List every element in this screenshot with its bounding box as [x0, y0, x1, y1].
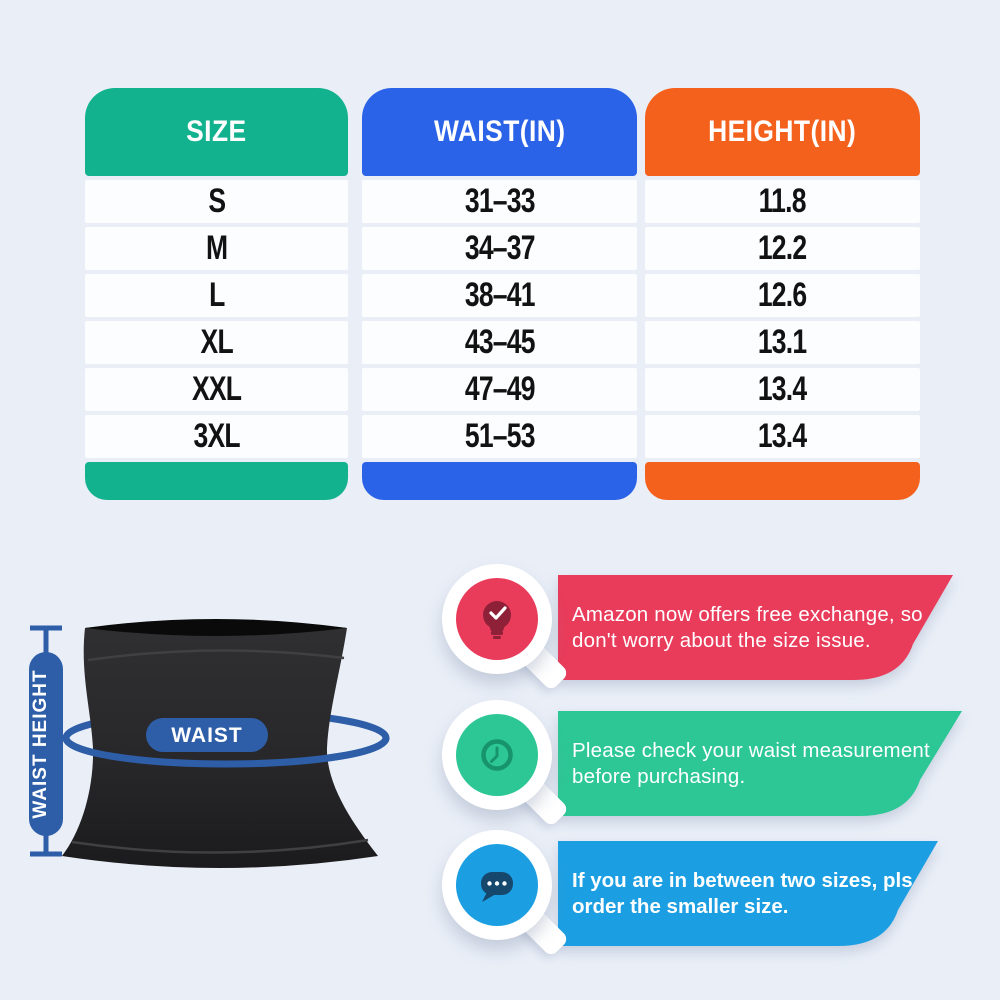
callout-between-sizes: If you are in between two sizes, pls ord…: [440, 826, 975, 958]
badge-inner-circle: [456, 578, 538, 660]
table-cell: S: [85, 180, 348, 223]
badge-inner-circle: [456, 714, 538, 796]
badge-inner-circle: [456, 844, 538, 926]
callout-text: Amazon now offers free exchange, so don'…: [572, 602, 923, 652]
height-column: HEIGHT(IN) 11.8 12.2 12.6 13.1 13.4 13.4: [645, 88, 920, 500]
cell-text: 3XL: [193, 417, 240, 455]
table-cell: 3XL: [85, 415, 348, 458]
callout-free-exchange: Amazon now offers free exchange, so don'…: [440, 560, 975, 692]
column-footer-size: [85, 462, 348, 500]
callout-badge: [440, 828, 570, 958]
waist-measure-front-arc: [62, 737, 390, 768]
banner-shape: [558, 711, 962, 816]
column-footer-waist: [362, 462, 637, 500]
cell-text: M: [205, 229, 228, 267]
table-cell: 11.8: [645, 180, 920, 223]
cell-text: 13.1: [758, 323, 807, 361]
cell-text: 43–45: [464, 323, 536, 361]
column-header-size: SIZE: [85, 88, 348, 176]
size-table: SIZE S M L XL XXL 3XL WAIST(IN) 31–33 34…: [85, 88, 920, 500]
callout-banner: [558, 711, 962, 816]
table-cell: 12.2: [645, 227, 920, 270]
waist-label: WAIST: [171, 724, 243, 747]
table-cell: 43–45: [362, 321, 637, 364]
column-footer-height: [645, 462, 920, 500]
cell-text: L: [208, 276, 225, 314]
callout-badge: [440, 698, 570, 828]
table-cell: 12.6: [645, 274, 920, 317]
column-header-height: HEIGHT(IN): [645, 88, 920, 176]
table-cell: XXL: [85, 368, 348, 411]
cell-text: 51–53: [464, 417, 536, 455]
callout-badge: [440, 562, 570, 692]
cell-text: S: [208, 182, 226, 220]
cell-text: 31–33: [464, 182, 536, 220]
table-cell: 47–49: [362, 368, 637, 411]
column-header-waist-label: WAIST(IN): [433, 115, 566, 148]
cell-text: 34–37: [464, 229, 536, 267]
cell-text: XL: [200, 323, 233, 361]
cell-text: 12.6: [758, 276, 807, 314]
banner-shape: [558, 575, 953, 680]
garment-top-seam: [87, 649, 345, 662]
cell-text: 12.2: [758, 229, 807, 267]
callout-banner: [558, 575, 953, 680]
table-cell: 13.4: [645, 368, 920, 411]
callout-text: If you are in between two sizes, pls ord…: [572, 868, 913, 918]
column-header-height-label: HEIGHT(IN): [708, 115, 857, 148]
cell-text: 13.4: [758, 370, 807, 408]
clock-icon: [481, 739, 513, 771]
table-cell: XL: [85, 321, 348, 364]
cell-text: 38–41: [464, 276, 536, 314]
table-cell: 31–33: [362, 180, 637, 223]
cell-text: XXL: [191, 370, 242, 408]
waist-trainer-figure: WAIST WAIST HEIGHT: [29, 619, 390, 868]
table-cell: 51–53: [362, 415, 637, 458]
callout-check-measurement: Please check your waist measurement befo…: [440, 696, 975, 828]
waist-column: WAIST(IN) 31–33 34–37 38–41 43–45 47–49 …: [362, 88, 637, 500]
table-cell: 13.4: [645, 415, 920, 458]
callout-banner: [558, 841, 938, 946]
garment-opening: [85, 619, 347, 636]
cell-text: 47–49: [464, 370, 536, 408]
table-cell: 38–41: [362, 274, 637, 317]
table-cell: M: [85, 227, 348, 270]
table-cell: L: [85, 274, 348, 317]
column-header-size-label: SIZE: [186, 115, 247, 148]
size-column: SIZE S M L XL XXL 3XL: [85, 88, 348, 500]
table-cell: 13.1: [645, 321, 920, 364]
table-cell: 34–37: [362, 227, 637, 270]
column-header-waist: WAIST(IN): [362, 88, 637, 176]
garment-bottom-seam: [71, 838, 369, 854]
cell-text: 11.8: [758, 182, 807, 220]
callout-text: Please check your waist measurement befo…: [572, 738, 930, 788]
waist-height-pill: [29, 652, 63, 836]
waist-height-label: WAIST HEIGHT: [30, 669, 51, 818]
chat-dots-icon: [481, 872, 513, 902]
lightbulb-check-icon: [483, 601, 511, 639]
banner-shape: [558, 841, 938, 946]
cell-text: 13.4: [758, 417, 807, 455]
waist-label-pill: [146, 718, 268, 752]
